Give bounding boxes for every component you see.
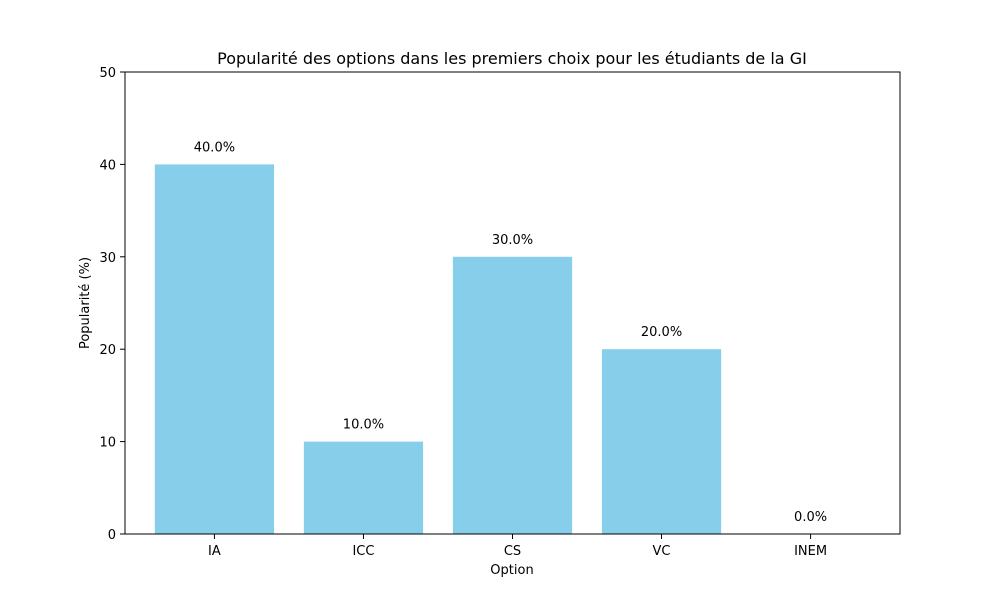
x-tick-label-icc: ICC — [352, 544, 374, 559]
data-label-cs: 30.0% — [492, 233, 533, 248]
y-tick-label-10: 10 — [99, 436, 116, 451]
data-label-ia: 40.0% — [194, 140, 235, 155]
y-tick-label-0: 0 — [108, 528, 116, 543]
x-tick-label-inem: INEM — [794, 544, 827, 559]
data-label-inem: 0.0% — [794, 510, 827, 525]
y-axis-label: Popularité (%) — [78, 257, 93, 349]
y-tick-label-20: 20 — [99, 343, 116, 358]
x-tick-label-ia: IA — [208, 544, 221, 559]
bars-layer — [154, 164, 722, 534]
bar-ia — [154, 164, 275, 534]
bar-cs — [452, 256, 573, 534]
data-label-vc: 20.0% — [641, 325, 682, 340]
y-tick-label-30: 30 — [99, 251, 116, 266]
chart-title: Popularité des options dans les premiers… — [217, 49, 807, 68]
x-tick-label-cs: CS — [504, 544, 521, 559]
bar-icc — [303, 441, 424, 534]
y-axis: 0 10 20 30 40 50 — [99, 66, 125, 543]
x-axis-label: Option — [490, 563, 533, 578]
y-tick-label-50: 50 — [99, 66, 116, 81]
data-labels-layer: 40.0% 10.0% 30.0% 20.0% 0.0% — [194, 140, 827, 525]
x-tick-label-vc: VC — [653, 544, 671, 559]
x-axis: IA ICC CS VC INEM — [208, 534, 827, 559]
y-tick-label-40: 40 — [99, 158, 116, 173]
bar-vc — [601, 349, 722, 534]
data-label-icc: 10.0% — [343, 418, 384, 433]
